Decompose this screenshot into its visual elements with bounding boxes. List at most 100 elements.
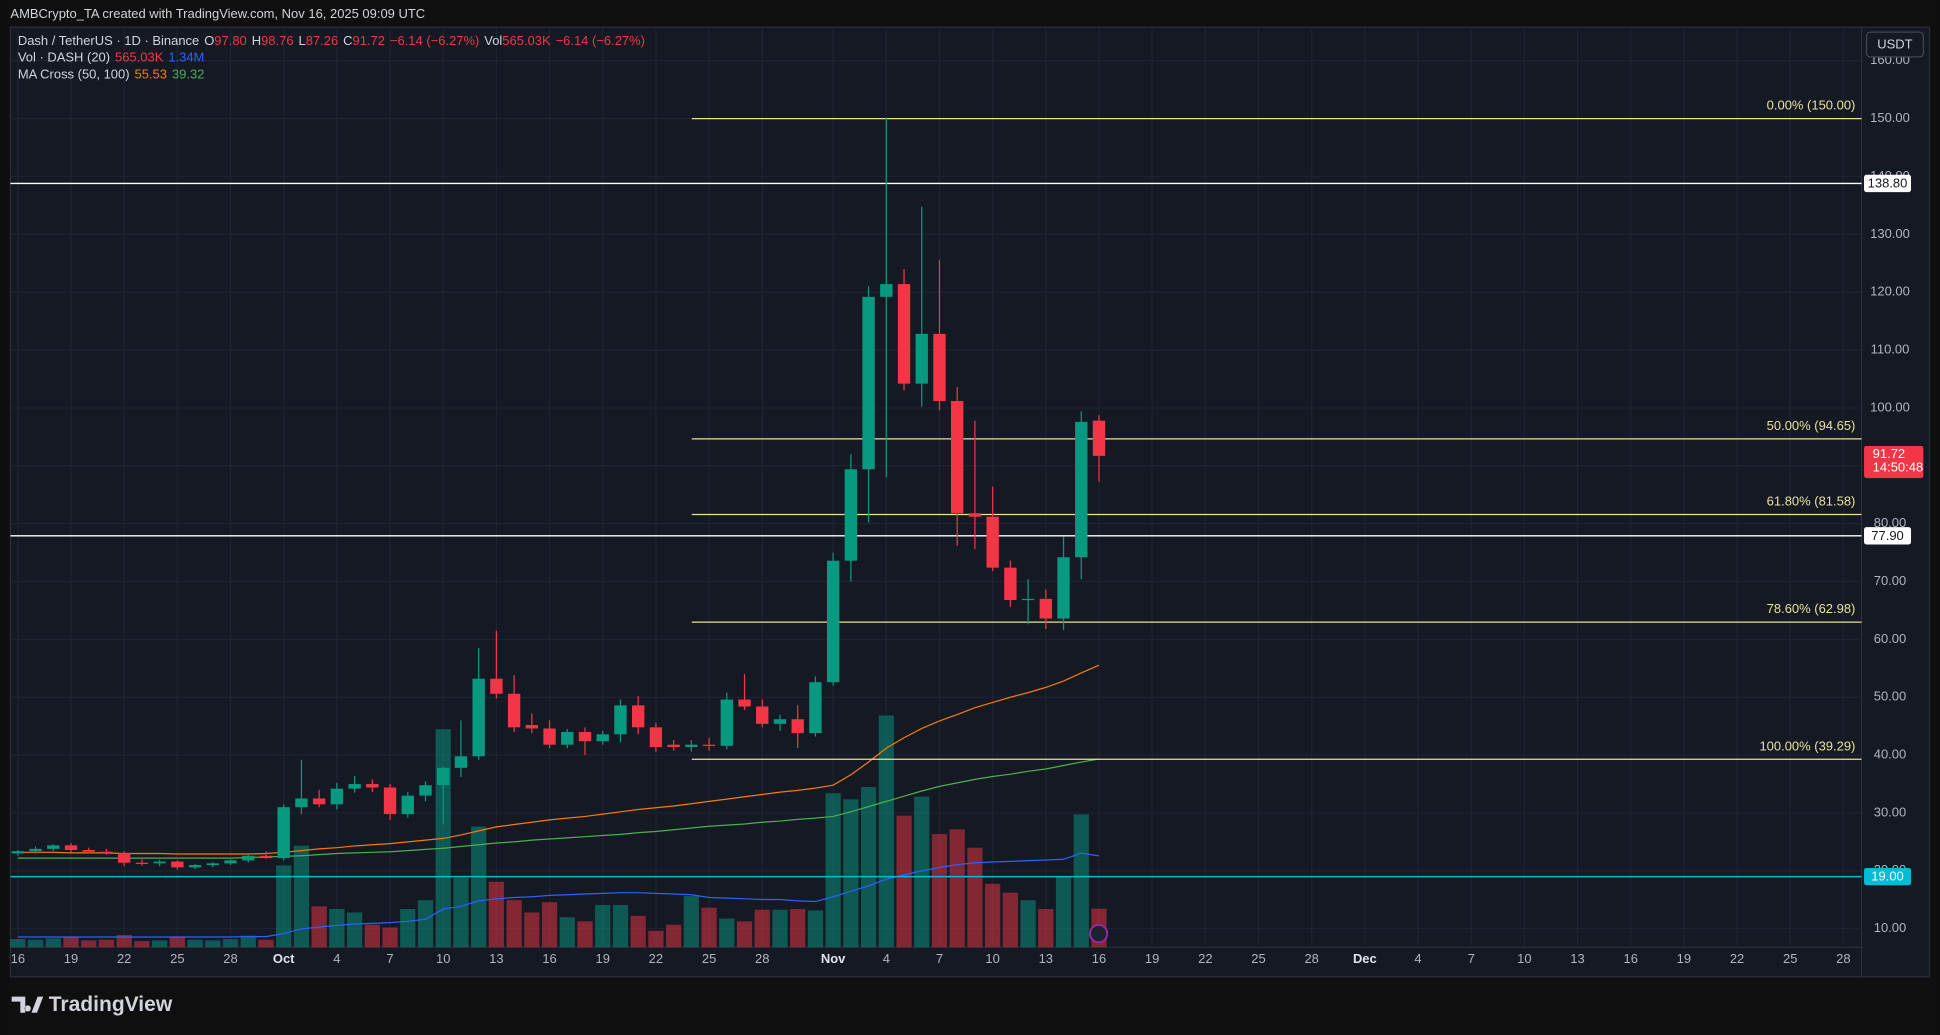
candle-body (1075, 421, 1088, 558)
volume-bar (754, 909, 770, 948)
volume-bar (541, 902, 558, 948)
fib-label: 100.00% (39.29) (1759, 738, 1855, 753)
volume-bar (329, 909, 345, 948)
candle-body (507, 693, 521, 728)
candle-body (1057, 557, 1070, 619)
x-tick-label: Dec (1353, 951, 1377, 966)
candle-body (277, 807, 290, 859)
x-tick-label: 22 (1198, 951, 1212, 966)
x-tick-label: 4 (333, 951, 340, 966)
volume-bar (914, 796, 930, 948)
alert-icon (1089, 924, 1109, 944)
candle-body (1021, 598, 1035, 601)
currency-button[interactable] (1865, 31, 1925, 58)
candle-body (419, 785, 432, 796)
volume-bar (81, 940, 97, 948)
candle-body (454, 756, 468, 768)
price-axis-label: 77.90 (1871, 528, 1903, 543)
attribution: AMBCrypto_TA created with TradingView.co… (10, 6, 425, 21)
x-tick-label: 16 (542, 951, 556, 966)
y-tick-label: 120.00 (1870, 284, 1910, 299)
chart-layer: 10.0020.0030.0040.0050.0060.0070.0080.00… (10, 27, 1924, 966)
candle-body (915, 333, 928, 384)
volume-bar (10, 939, 26, 948)
candle-body (809, 682, 822, 734)
last-price-box (1864, 445, 1924, 479)
legend-line: Vol · DASH (20) 565.03K 1.34M (18, 50, 205, 65)
candle-body (951, 400, 964, 514)
legend-item: 39.32 (172, 67, 204, 82)
logo-text: TradingView (49, 993, 173, 1016)
candle-body (702, 744, 716, 746)
volume-bar (967, 847, 983, 948)
volume-bar (772, 909, 788, 948)
x-tick-label: 19 (1677, 951, 1691, 966)
volume-bar (346, 912, 363, 948)
candle-body (118, 852, 131, 863)
x-tick-label: 19 (1145, 951, 1159, 966)
candle-body (738, 699, 751, 707)
price-axis-box (1864, 174, 1912, 193)
candle-body (685, 744, 698, 748)
volume-bar (825, 793, 841, 948)
y-tick-label: 30.00 (1874, 804, 1906, 819)
fib-label: 0.00% (150.00) (1767, 98, 1856, 113)
volume-bar (134, 941, 150, 948)
volume-bar (896, 815, 912, 948)
candle-body (968, 513, 982, 517)
candle-body (437, 767, 450, 786)
legend-item: MA Cross (50, 100) (18, 67, 130, 82)
volume-bar (382, 927, 398, 948)
legend-item: 1.34M (168, 50, 204, 65)
candle-body (188, 865, 202, 868)
volume-bar (63, 936, 79, 948)
volume-bar (187, 939, 203, 948)
legend-item: 91.72 (353, 33, 385, 48)
volume-bar (577, 921, 593, 948)
logo-mark (11, 996, 44, 1013)
x-tick-label: Nov (821, 951, 846, 966)
candle-body (862, 296, 875, 470)
price-axis-label: 19.00 (1871, 869, 1903, 884)
x-tick-label: 7 (386, 951, 393, 966)
y-tick-label: 60.00 (1874, 631, 1906, 646)
legend-item: Vol · DASH (20) (18, 50, 110, 65)
currency-label: USDT (1877, 37, 1912, 52)
legend-item: 98.76 (261, 33, 293, 48)
legend-item: Vol (484, 33, 502, 48)
candle-body (1039, 598, 1053, 619)
volume-bar (860, 787, 877, 948)
ma-line (17, 758, 1100, 859)
x-tick-label: 19 (64, 951, 78, 966)
volume-ma-line (17, 852, 1100, 938)
candle-body (667, 744, 680, 748)
volume-bar (595, 904, 611, 948)
volume-bar (169, 936, 185, 948)
volume-bar (1055, 876, 1072, 948)
x-tick-label: 13 (1570, 951, 1584, 966)
candle-body (472, 678, 485, 757)
volume-bar (719, 918, 735, 948)
last-price-label: 91.72 (1873, 446, 1905, 461)
volume-bar (736, 921, 753, 948)
countdown-label: 14:50:48 (1873, 460, 1923, 475)
x-tick-label: 16 (1092, 951, 1106, 966)
legend-item: 55.53 (135, 67, 167, 82)
volume-bar (931, 834, 948, 948)
volume-bar (453, 877, 469, 948)
volume-bar (701, 907, 717, 948)
legend-item: H (252, 33, 261, 48)
x-tick-label: 16 (11, 951, 25, 966)
candle-body (47, 845, 60, 849)
price-axis-label: 138.80 (1868, 175, 1908, 190)
volume-bar (843, 799, 859, 948)
legend-line: Dash / TetherUS · 1D · Binance O97.80 H98.… (18, 33, 645, 48)
volume-bar (612, 904, 629, 948)
x-tick-label: 28 (1304, 951, 1318, 966)
volume-bar (1020, 900, 1036, 948)
x-tick-label: 25 (1783, 951, 1797, 966)
candle-body (153, 861, 166, 864)
volume-bar (648, 930, 664, 948)
y-tick-label: 130.00 (1870, 226, 1910, 241)
chart-area (9, 26, 1931, 978)
